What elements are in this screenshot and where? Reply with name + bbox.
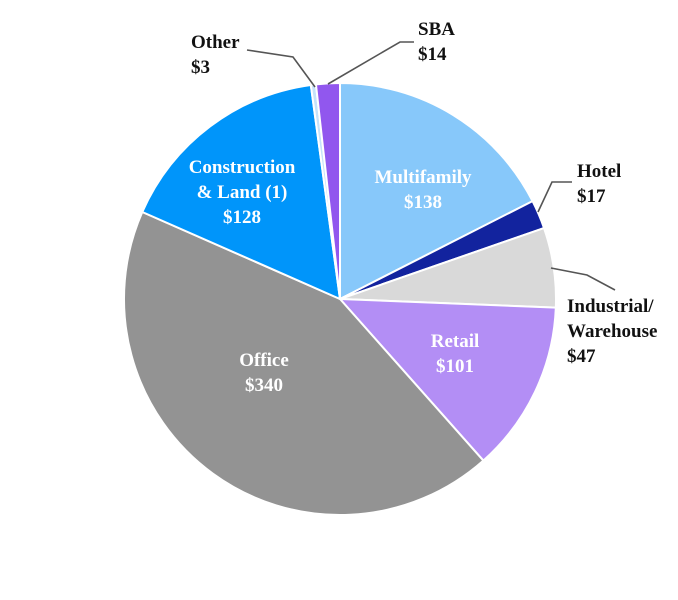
slice-label-line: $128 (223, 207, 261, 228)
slice-label-line: Warehouse (567, 321, 657, 342)
slice-label-industrial-warehouse: Industrial/Warehouse $47 (567, 296, 657, 367)
pie-slice-construction-land-1 (141, 83, 341, 300)
slice-label-line: Industrial/ (567, 296, 654, 317)
slice-label-line: Retail (431, 331, 480, 352)
slice-labels: Multifamily $138 Hotel $17 Industrial/Wareho… (189, 19, 658, 396)
pie-slice-multifamily (339, 82, 534, 300)
slice-label-line: SBA (418, 19, 455, 40)
leader-line-other (246, 49, 316, 88)
slice-label-line: Office (239, 350, 289, 371)
slice-label-line: Multifamily (374, 167, 472, 188)
slice-label-line: & Land (1) (197, 182, 288, 203)
slice-label-line: $14 (418, 44, 447, 65)
slice-label-line: $17 (577, 186, 606, 207)
slice-label-multifamily: Multifamily $138 (374, 167, 472, 213)
slice-label-line: Other (191, 32, 240, 53)
slice-label-line: Hotel (577, 161, 621, 182)
leader-line-industrial-warehouse (550, 267, 616, 291)
slice-label-line: $340 (245, 375, 283, 396)
slice-label-office: Office $340 (239, 350, 289, 396)
leader-lines (246, 41, 616, 291)
leader-line-hotel (537, 181, 572, 213)
slice-label-construction-land-1: Construction & Land (1) $128 (189, 157, 296, 228)
slice-label-retail: Retail $101 (431, 331, 480, 377)
slice-label-line: $47 (567, 346, 596, 367)
slice-label-line: Construction (189, 157, 296, 178)
slice-label-other: Other $3 (191, 32, 240, 78)
pie-slices (123, 81, 557, 516)
slice-label-hotel: Hotel $17 (577, 161, 621, 207)
slice-label-sba: SBA $14 (418, 19, 455, 65)
slice-label-line: $138 (404, 192, 442, 213)
pie-slice-retail (339, 298, 557, 462)
pie-slice-office (123, 210, 485, 516)
leader-line-sba (327, 41, 414, 85)
slice-label-line: $101 (436, 356, 474, 377)
slice-label-line: $3 (191, 57, 210, 78)
